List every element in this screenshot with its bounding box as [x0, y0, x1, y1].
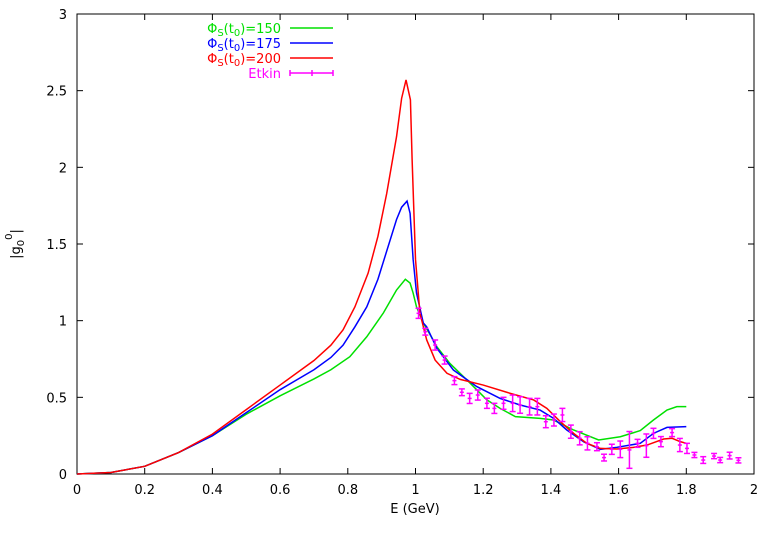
y-tick-label: 0 [59, 468, 67, 483]
data-point-etkin [483, 397, 490, 410]
legend-label-0: ΦS(t0)=150 [207, 22, 281, 39]
legend-label-1: ΦS(t0)=175 [207, 37, 281, 54]
data-point-etkin [491, 402, 498, 415]
x-tick-label: 1.6 [608, 483, 629, 498]
data-point-etkin [567, 424, 574, 440]
data-point-etkin [669, 427, 676, 438]
y-tick-label: 1.5 [46, 238, 67, 253]
data-point-etkin [711, 452, 718, 460]
y-tick-label: 3 [59, 8, 67, 23]
data-point-etkin [550, 413, 557, 427]
legend-label-2: ΦS(t0)=200 [207, 52, 281, 69]
data-point-etkin [584, 435, 591, 451]
data-point-etkin [657, 435, 664, 448]
data-point-etkin [593, 441, 600, 452]
data-point-etkin [422, 327, 429, 336]
data-point-etkin [608, 443, 615, 456]
data-point-etkin [717, 456, 724, 464]
x-tick-label: 0.6 [270, 483, 291, 498]
data-point-etkin [517, 395, 524, 415]
data-point-etkin [509, 394, 516, 413]
y-tick-label: 2.5 [46, 85, 67, 100]
y-tick-label: 0.5 [46, 391, 67, 406]
y-tick-label: 2 [59, 161, 67, 176]
data-point-etkin [700, 455, 707, 465]
data-point-etkin [559, 407, 566, 423]
y-axis-label: |g00| [4, 229, 27, 259]
x-tick-label: 0 [73, 483, 81, 498]
series-line-2 [76, 79, 687, 475]
data-point-etkin [617, 440, 624, 459]
x-tick-label: 0.4 [202, 483, 223, 498]
data-point-etkin [432, 339, 439, 351]
data-point-etkin [458, 388, 465, 397]
series-line-0 [76, 278, 687, 475]
x-tick-label: 0.8 [337, 483, 358, 498]
x-tick-label: 1 [411, 483, 419, 498]
data-point-etkin [650, 427, 657, 440]
data-point-etkin [474, 389, 481, 401]
legend-label-3: Etkin [248, 67, 281, 82]
data-point-etkin [576, 430, 583, 446]
data-point-etkin [441, 355, 448, 365]
x-tick-label: 0.2 [134, 483, 155, 498]
x-tick-label: 2 [750, 483, 758, 498]
data-point-etkin [691, 451, 698, 459]
y-tick-label: 1 [59, 315, 67, 330]
data-point-etkin [735, 456, 742, 464]
data-point-etkin [726, 451, 733, 460]
x-tick-label: 1.8 [676, 483, 697, 498]
data-point-etkin [466, 392, 473, 405]
axes: 0 0.2 0.4 0.6 0.8 1 1.2 1.4 1.6 1.8 2 0 0.5 1 1.5 2 2.5 3 [46, 8, 758, 498]
data-point-etkin [534, 397, 541, 416]
series-line-1 [76, 199, 687, 475]
data-point-etkin [542, 414, 549, 429]
data-point-etkin [626, 430, 633, 470]
data-point-etkin [601, 453, 608, 462]
data-point-etkin [676, 437, 683, 453]
data-point-etkin [415, 307, 422, 320]
data-point-etkin [634, 438, 641, 449]
x-tick-label: 1.2 [473, 483, 494, 498]
x-axis-label: E (GeV) [390, 502, 439, 517]
data-point-etkin [683, 442, 690, 455]
data-point-etkin [500, 396, 507, 411]
data-point-etkin [451, 375, 458, 386]
data-point-etkin [526, 397, 533, 416]
x-tick-label: 1.4 [541, 483, 562, 498]
plot-area [76, 79, 742, 475]
data-point-etkin [643, 433, 650, 459]
